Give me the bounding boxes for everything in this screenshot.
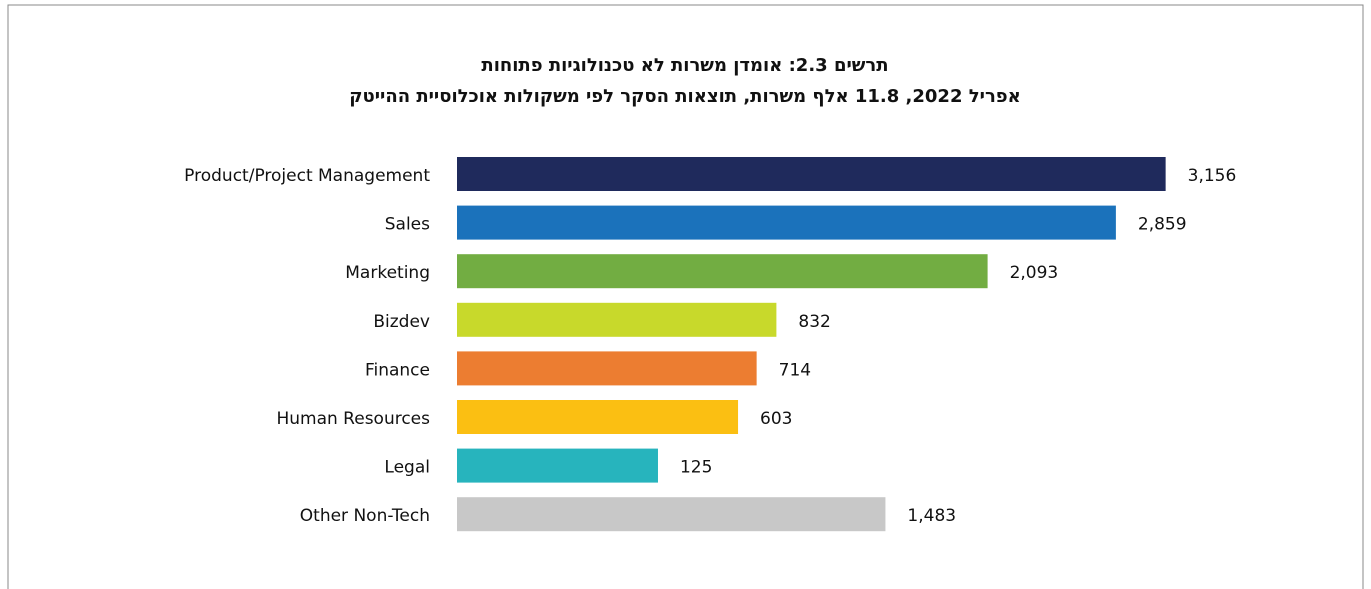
value-label: 832 [798, 312, 830, 332]
bar [457, 497, 886, 532]
category-label: Other Non-Tech [300, 506, 430, 526]
value-label: 3,156 [1188, 166, 1237, 186]
category-label: Bizdev [373, 312, 430, 332]
category-label: Legal [384, 458, 430, 478]
chart-title: תרשים 2.3: אומדן משרות לא טכנולוגיות פתו… [481, 55, 888, 76]
category-label: Marketing [345, 263, 430, 283]
category-label: Human Resources [276, 409, 430, 429]
value-label: 1,483 [907, 506, 956, 526]
bar [457, 302, 777, 337]
category-label: Finance [365, 360, 430, 380]
bar [457, 351, 757, 386]
value-label: 603 [760, 409, 792, 429]
bar [457, 254, 988, 289]
category-label: Sales [385, 215, 430, 235]
value-label: 125 [680, 458, 712, 478]
value-label: 714 [779, 360, 811, 380]
bar [457, 205, 1116, 240]
category-label: Product/Project Management [184, 166, 430, 186]
bar [457, 400, 739, 434]
bar [457, 448, 658, 483]
frame [7, 4, 1364, 589]
chart-subtitle: אפריל 2022, 11.8 אלף משרות, תוצאות הסקר … [349, 86, 1020, 107]
bar [457, 157, 1166, 191]
value-label: 2,093 [1010, 263, 1059, 283]
value-label: 2,859 [1138, 215, 1187, 235]
